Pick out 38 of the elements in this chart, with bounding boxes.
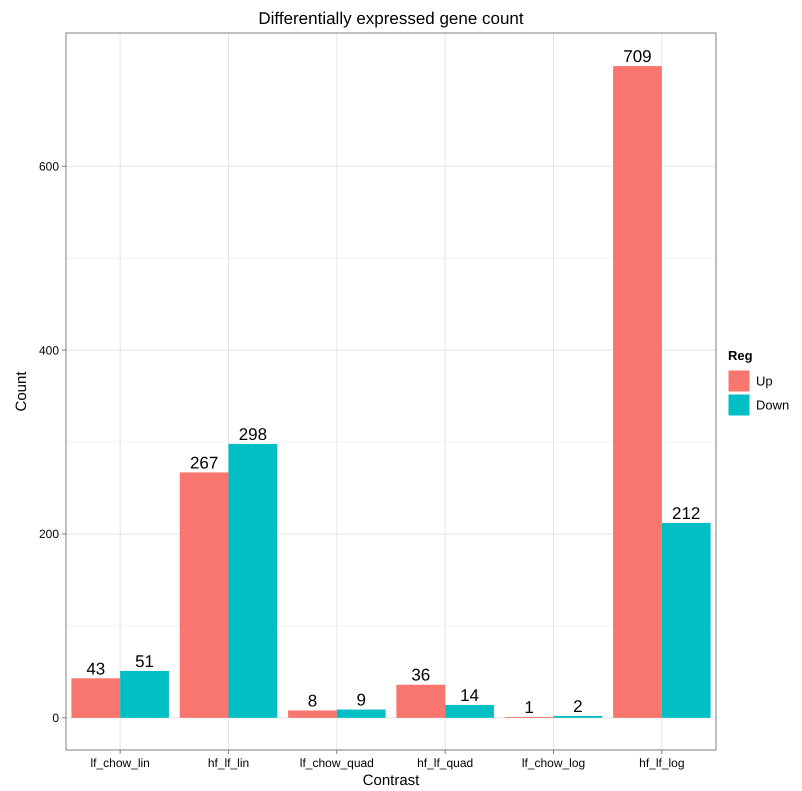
bar [336,710,386,718]
bar [445,704,494,718]
bar [396,684,446,718]
legend-label: Up [756,374,773,389]
data-label: 298 [238,424,268,444]
bar [120,670,169,718]
bar [71,678,120,718]
x-tick-label: hf_lf_quad [417,756,474,770]
data-label: 2 [573,696,583,716]
x-tick-label: lf_chow_log [522,756,586,770]
legend-title: Reg [728,348,753,363]
x-tick-label: lf_chow_quad [300,756,374,770]
data-label: 51 [135,652,154,671]
data-label: 267 [190,453,218,472]
y-tick-label: 200 [38,527,60,542]
data-label: 9 [356,690,366,710]
x-axis-title: Contrast [362,772,420,789]
bar [613,66,662,718]
x-tick-label: hf_lf_log [639,756,685,770]
data-label: 212 [672,504,700,523]
data-label: 709 [623,47,652,66]
y-axis-title: Count [13,370,30,412]
x-tick-label: hf_lf_lin [208,756,250,770]
data-label: 14 [460,686,480,705]
y-tick-label: 0 [52,711,60,726]
data-label: 43 [86,659,106,678]
bar [228,444,278,718]
y-tick-label: 400 [38,343,60,358]
legend-label: Down [756,398,790,413]
chart-title: Differentially expressed gene count [258,9,524,28]
bar [662,522,711,718]
bar [288,710,337,718]
y-tick-label: 600 [38,159,60,174]
x-tick-label: lf_chow_lin [90,756,150,770]
bar [180,472,228,718]
data-label: 36 [411,666,430,685]
data-label: 1 [524,698,534,717]
data-label: 8 [308,691,318,710]
